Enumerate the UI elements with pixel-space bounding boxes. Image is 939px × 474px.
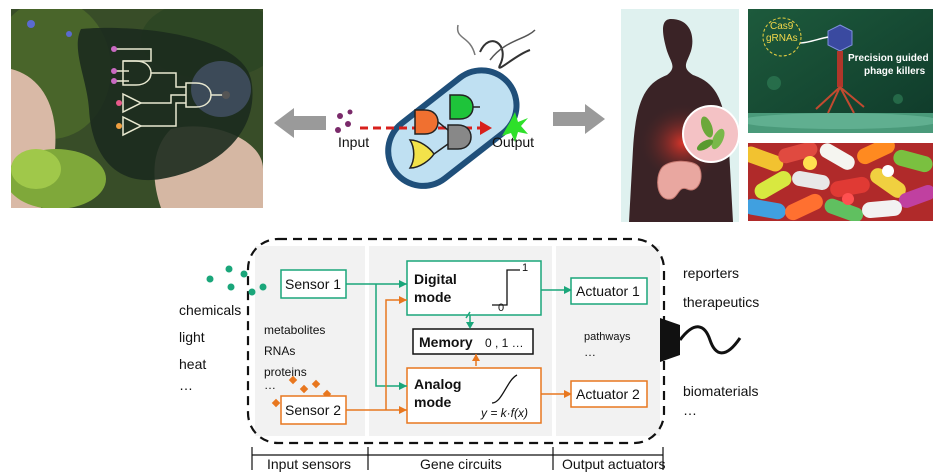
digital-mode-title-1: Digital [414,271,457,287]
output-fiber-icon [660,318,680,362]
memory-label: Memory [419,334,473,350]
analog-mode-title-1: Analog [414,376,462,392]
input-heat: heat [179,356,207,372]
digital-low: 0 [498,302,505,314]
human-gut-image [621,9,739,222]
actuator-1-box [570,277,648,305]
analog-mode-box [406,367,542,424]
grnas-label: gRNAs [766,33,798,44]
phage-title-line1: Precision guided [848,53,929,64]
memory-values: 0 , 1 … [485,336,524,350]
output-reporters: reporters [683,265,740,281]
right-arrow [553,104,605,134]
molecule-rnas: RNAs [264,344,296,358]
sensor-1-label: Sensor 1 [285,276,342,292]
cell-boundary [246,237,666,445]
pathways-label: pathways [584,331,631,343]
input-label: Input [338,134,370,150]
digital-mode-box [406,260,542,316]
input-light: light [179,329,205,345]
pills-image [748,143,933,221]
stage-output-actuators: Output actuators [562,456,666,472]
analog-mode-title-2: mode [414,394,452,410]
actuator-1-label: Actuator 1 [576,283,640,299]
pathways-more: … [584,345,596,359]
phage-killers-image: Cas9 gRNAs Precision guided phage killer… [748,9,933,133]
cell-logic-image [11,9,263,208]
bacterium-illustration: Input Output [330,20,560,225]
stage-gene-circuits: Gene circuits [420,456,502,472]
analog-formula: y = k·f(x) [481,406,528,420]
output-biomaterials: biomaterials [683,383,759,399]
digital-mode-title-2: mode [414,289,452,305]
sensor-2-label: Sensor 2 [285,402,342,418]
molecule-more: … [264,378,276,392]
stage-input-sensors: Input sensors [267,456,352,472]
input-more: … [179,377,193,393]
sensor-1-box [280,269,347,299]
output-more: … [683,402,697,418]
actuator-2-box [570,380,648,408]
output-label: Output [492,134,535,150]
actuator-2-label: Actuator 2 [576,386,640,402]
molecule-proteins: proteins [264,365,307,379]
left-arrow [274,108,326,138]
phage-title-line2: phage killers [864,66,926,77]
molecule-metabolites: metabolites [264,323,326,337]
input-chemicals: chemicals [179,302,242,318]
memory-box [412,328,534,355]
cas9-label: Cas9 [770,21,794,32]
digital-high: 1 [522,262,529,274]
output-therapeutics: therapeutics [683,294,760,310]
